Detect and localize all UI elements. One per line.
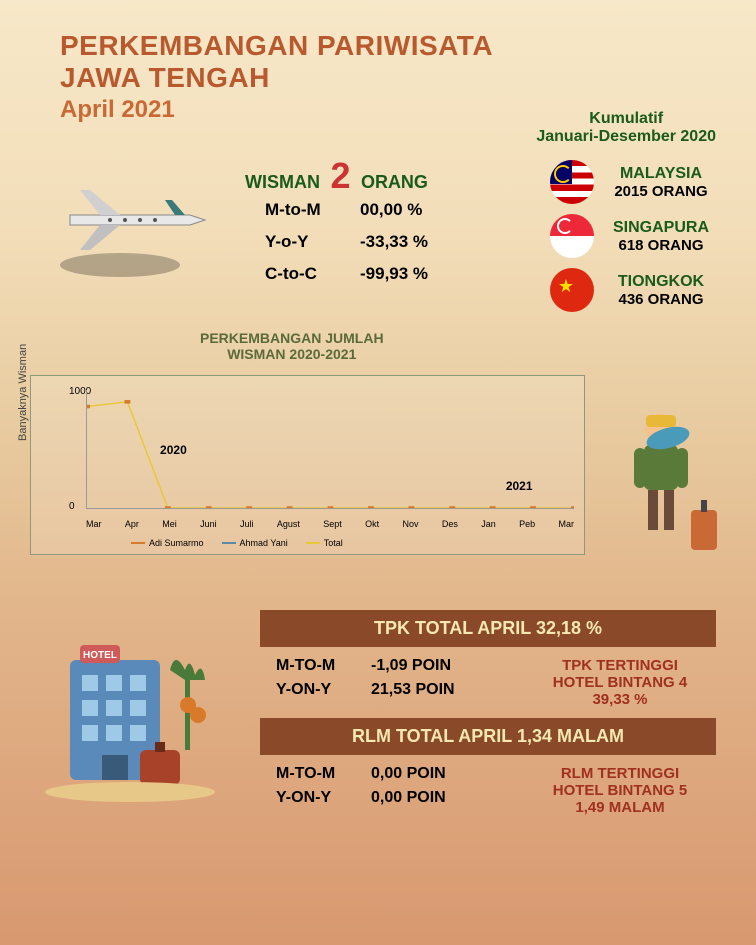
chart-xtick: Nov bbox=[402, 519, 418, 529]
growth-stats: M-to-M00,00 %Y-o-Y-33,33 %C-to-C-99,93 % bbox=[265, 200, 428, 296]
country-name: SINGAPURA bbox=[606, 219, 716, 237]
hotel-icon: HOTEL bbox=[40, 610, 240, 810]
tpk-row-label: M-TO-M bbox=[276, 657, 371, 675]
svg-text:HOTEL: HOTEL bbox=[83, 650, 117, 661]
rlm-highlight-line: 1,49 MALAM bbox=[540, 799, 700, 816]
flag-icon bbox=[550, 160, 594, 204]
chart-xtick: Agust bbox=[277, 519, 300, 529]
legend-item: Total bbox=[306, 538, 343, 548]
flag-icon bbox=[550, 268, 594, 312]
flag-icon bbox=[550, 214, 594, 258]
tpk-bar: TPK TOTAL APRIL 32,18 % bbox=[260, 610, 716, 647]
cumulative-title: Kumulatif bbox=[536, 110, 716, 128]
rlm-row-label: M-TO-M bbox=[276, 765, 371, 783]
rlm-row-label: Y-ON-Y bbox=[276, 789, 371, 807]
chart-xticks: Mar Apr Mei Juni Juli Agust Sept Okt Nov Des Jan Pe… bbox=[86, 519, 574, 529]
tpk-highlight-line: 39,33 % bbox=[540, 691, 700, 708]
growth-value: -33,33 % bbox=[360, 232, 428, 252]
chart-year-label: 2021 bbox=[506, 479, 533, 493]
chart-ylabel: Banyaknya Wisman bbox=[17, 344, 29, 441]
chart-area: 2020 2021 bbox=[86, 390, 574, 509]
tpk-stats: M-TO-M-1,09 POINY-ON-Y21,53 POIN TPK TER… bbox=[260, 647, 716, 718]
chart-year-label: 2020 bbox=[160, 443, 187, 457]
cumulative-header: Kumulatif Januari-Desember 2020 bbox=[536, 110, 716, 146]
wisman-label-left: WISMAN bbox=[245, 172, 320, 192]
chart-xtick: Mar bbox=[558, 519, 574, 529]
country-value: 436 ORANG bbox=[606, 291, 716, 308]
header: PERKEMBANGAN PARIWISATA JAWA TENGAH Apri… bbox=[0, 0, 756, 124]
country-value: 2015 ORANG bbox=[606, 183, 716, 200]
tpk-row-value: 21,53 POIN bbox=[371, 681, 455, 699]
growth-value: -99,93 % bbox=[360, 264, 428, 284]
chart-xtick: Sept bbox=[323, 519, 342, 529]
tpk-highlight-line: HOTEL BINTANG 4 bbox=[540, 674, 700, 691]
chart-xtick: Mar bbox=[86, 519, 102, 529]
rlm-stats: M-TO-M0,00 POINY-ON-Y0,00 POIN RLM TERTI… bbox=[260, 755, 716, 826]
wisman-number: 2 bbox=[330, 155, 350, 196]
page-title: PERKEMBANGAN PARIWISATA JAWA TENGAH bbox=[60, 30, 756, 94]
country-item: MALAYSIA2015 ORANG bbox=[550, 160, 716, 204]
chart-title: PERKEMBANGAN JUMLAH WISMAN 2020-2021 bbox=[200, 330, 384, 362]
tpk-highlight: TPK TERTINGGI HOTEL BINTANG 4 39,33 % bbox=[540, 657, 700, 708]
chart-xtick: Apr bbox=[125, 519, 139, 529]
rlm-row-value: 0,00 POIN bbox=[371, 765, 446, 783]
tpk-row-label: Y-ON-Y bbox=[276, 681, 371, 699]
country-name: MALAYSIA bbox=[606, 165, 716, 183]
chart-xtick: Okt bbox=[365, 519, 379, 529]
wisman-summary: WISMAN 2 ORANG bbox=[245, 155, 428, 197]
chart-xtick: Des bbox=[442, 519, 458, 529]
backpacker-icon bbox=[606, 400, 726, 560]
cumulative-subtitle: Januari-Desember 2020 bbox=[536, 128, 716, 146]
growth-value: 00,00 % bbox=[360, 200, 422, 220]
chart-legend: Adi Sumarmo Ahmad Yani Total bbox=[131, 538, 343, 548]
country-item: TIONGKOK436 ORANG bbox=[550, 268, 716, 312]
airplane-icon bbox=[50, 170, 230, 290]
legend-item: Ahmad Yani bbox=[222, 538, 288, 548]
rlm-row-value: 0,00 POIN bbox=[371, 789, 446, 807]
wisman-chart: Banyaknya Wisman 1000 0 20202021 MarAprM… bbox=[30, 375, 585, 555]
rlm-highlight-line: HOTEL BINTANG 5 bbox=[540, 782, 700, 799]
rlm-highlight: RLM TERTINGGI HOTEL BINTANG 5 1,49 MALAM bbox=[540, 765, 700, 816]
chart-ytick: 0 bbox=[69, 501, 75, 512]
chart-xtick: Peb bbox=[519, 519, 535, 529]
country-value: 618 ORANG bbox=[606, 237, 716, 254]
growth-label: C-to-C bbox=[265, 264, 360, 284]
chart-xtick: Juni bbox=[200, 519, 217, 529]
tpk-row-value: -1,09 POIN bbox=[371, 657, 451, 675]
country-item: SINGAPURA618 ORANG bbox=[550, 214, 716, 258]
rlm-highlight-line: RLM TERTINGGI bbox=[540, 765, 700, 782]
growth-label: M-to-M bbox=[265, 200, 360, 220]
tpk-highlight-line: TPK TERTINGGI bbox=[540, 657, 700, 674]
country-name: TIONGKOK bbox=[606, 273, 716, 291]
rlm-bar: RLM TOTAL APRIL 1,34 MALAM bbox=[260, 718, 716, 755]
chart-xtick: Jan bbox=[481, 519, 496, 529]
chart-xtick: Juli bbox=[240, 519, 254, 529]
country-list: MALAYSIA2015 ORANG SINGAPURA618 ORANG TION… bbox=[550, 160, 716, 322]
chart-xtick: Mei bbox=[162, 519, 177, 529]
legend-item: Adi Sumarmo bbox=[131, 538, 204, 548]
growth-label: Y-o-Y bbox=[265, 232, 360, 252]
wisman-label-right: ORANG bbox=[361, 172, 428, 192]
